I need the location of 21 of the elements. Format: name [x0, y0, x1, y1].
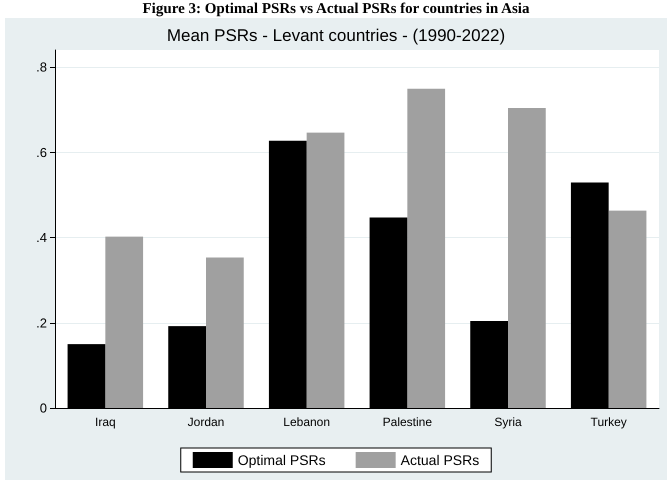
x-tick-label: Jordan	[188, 415, 224, 429]
legend-label: Actual PSRs	[400, 452, 480, 468]
chart-title: Mean PSRs - Levant countries - (1990-2022)	[166, 26, 506, 45]
bar	[508, 108, 546, 408]
x-tick-label: Turkey	[590, 415, 627, 429]
y-tick-label: .8	[36, 60, 47, 75]
x-tick-label: Palestine	[382, 415, 432, 429]
bar	[105, 236, 144, 408]
x-tick-label: Iraq	[94, 415, 116, 429]
x-tick-label: Syria	[494, 415, 522, 429]
bar	[407, 88, 446, 408]
bar	[206, 258, 244, 408]
caption: Figure 3: Optimal PSRs vs Actual PSRs for countries in Asia	[142, 0, 530, 18]
y-tick-label: .4	[36, 230, 47, 246]
bar	[306, 132, 344, 408]
bar	[608, 210, 646, 408]
legend-label: Optimal PSRs	[238, 452, 326, 468]
x-tick-label: Lebanon	[283, 415, 330, 429]
y-tick-label: 0	[40, 400, 47, 416]
y-tick-label: .2	[36, 315, 47, 330]
y-tick-label: .6	[36, 144, 47, 160]
